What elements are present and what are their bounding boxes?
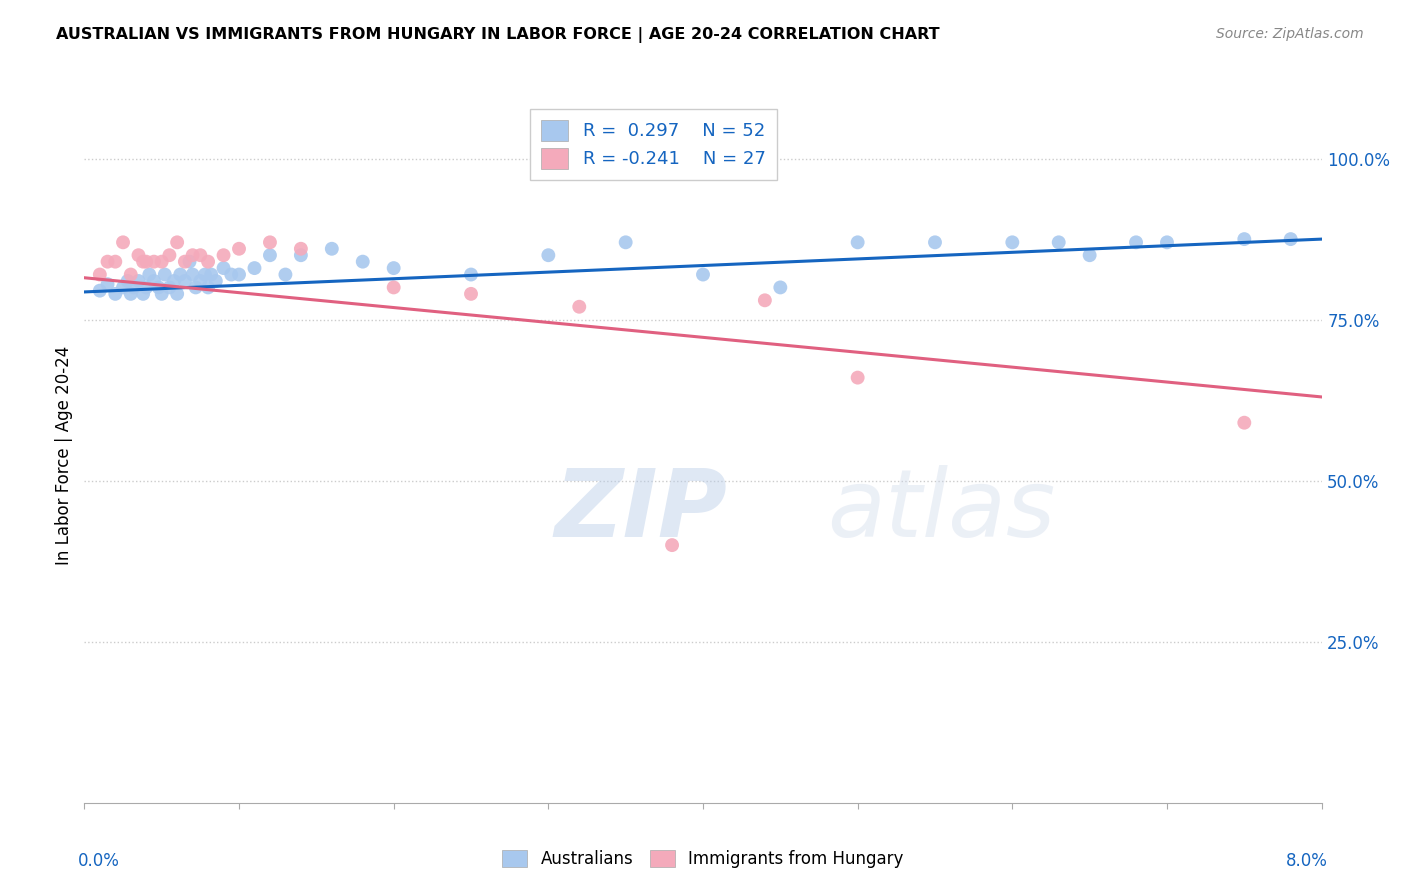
Point — [120, 286, 142, 301]
Point — [128, 248, 150, 262]
Point — [89, 284, 111, 298]
Text: 0.0%: 0.0% — [79, 852, 120, 870]
Point — [159, 248, 180, 262]
Point — [104, 286, 127, 301]
Point — [614, 235, 637, 250]
Point — [228, 268, 250, 282]
Point — [1001, 235, 1024, 250]
Point — [181, 248, 204, 262]
Point — [120, 268, 142, 282]
Point — [212, 248, 235, 262]
Point — [166, 286, 188, 301]
Point — [1125, 235, 1147, 250]
Point — [128, 274, 150, 288]
Point — [537, 248, 560, 262]
Point — [112, 235, 135, 250]
Point — [197, 280, 219, 294]
Point — [1233, 416, 1256, 430]
Point — [96, 277, 120, 292]
Point — [135, 254, 157, 268]
Point — [924, 235, 946, 250]
Point — [89, 268, 111, 282]
Point — [122, 280, 145, 294]
Point — [174, 274, 197, 288]
Point — [197, 254, 219, 268]
Point — [174, 254, 197, 268]
Legend: Australians, Immigrants from Hungary: Australians, Immigrants from Hungary — [495, 843, 911, 875]
Point — [205, 274, 228, 288]
Point — [221, 268, 243, 282]
Point — [104, 254, 127, 268]
Point — [460, 268, 482, 282]
Point — [200, 268, 222, 282]
Point — [382, 261, 405, 276]
Point — [769, 280, 792, 294]
Point — [846, 370, 869, 384]
Point — [661, 538, 683, 552]
Text: ZIP: ZIP — [554, 465, 727, 557]
Point — [112, 280, 135, 294]
Point — [138, 268, 160, 282]
Point — [181, 268, 204, 282]
Point — [460, 286, 482, 301]
Point — [179, 254, 201, 268]
Point — [143, 254, 166, 268]
Point — [194, 268, 217, 282]
Point — [96, 254, 120, 268]
Point — [148, 280, 170, 294]
Text: 8.0%: 8.0% — [1286, 852, 1327, 870]
Point — [166, 235, 188, 250]
Point — [163, 274, 186, 288]
Point — [188, 274, 212, 288]
Text: AUSTRALIAN VS IMMIGRANTS FROM HUNGARY IN LABOR FORCE | AGE 20-24 CORRELATION CHA: AUSTRALIAN VS IMMIGRANTS FROM HUNGARY IN… — [56, 27, 939, 43]
Point — [132, 254, 155, 268]
Point — [290, 248, 312, 262]
Point — [150, 254, 173, 268]
Point — [184, 280, 207, 294]
Point — [212, 261, 235, 276]
Text: Source: ZipAtlas.com: Source: ZipAtlas.com — [1216, 27, 1364, 41]
Point — [1233, 232, 1256, 246]
Point — [259, 248, 281, 262]
Legend: R =  0.297    N = 52, R = -0.241    N = 27: R = 0.297 N = 52, R = -0.241 N = 27 — [530, 109, 776, 179]
Point — [754, 293, 776, 308]
Point — [135, 280, 157, 294]
Point — [153, 268, 176, 282]
Point — [132, 286, 155, 301]
Point — [228, 242, 250, 256]
Point — [382, 280, 405, 294]
Point — [1156, 235, 1178, 250]
Point — [274, 268, 297, 282]
Point — [692, 268, 714, 282]
Text: atlas: atlas — [827, 465, 1054, 556]
Point — [321, 242, 343, 256]
Point — [243, 261, 266, 276]
Point — [568, 300, 591, 314]
Point — [259, 235, 281, 250]
Point — [1279, 232, 1302, 246]
Point — [143, 274, 166, 288]
Y-axis label: In Labor Force | Age 20-24: In Labor Force | Age 20-24 — [55, 345, 73, 565]
Point — [846, 235, 869, 250]
Point — [1047, 235, 1070, 250]
Point — [188, 248, 212, 262]
Point — [117, 274, 139, 288]
Point — [150, 286, 173, 301]
Point — [352, 254, 374, 268]
Point — [169, 268, 191, 282]
Point — [290, 242, 312, 256]
Point — [1078, 248, 1101, 262]
Point — [159, 280, 180, 294]
